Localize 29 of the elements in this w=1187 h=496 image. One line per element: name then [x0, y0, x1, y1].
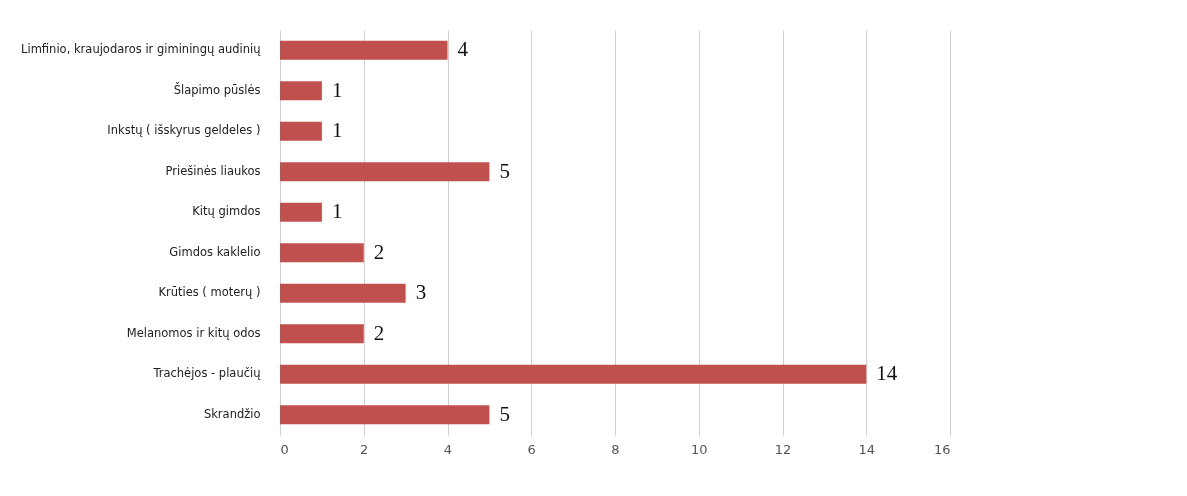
data-label: 4 [457, 37, 469, 62]
data-label: 1 [331, 199, 343, 224]
data-label: 2 [373, 239, 385, 264]
x-tick-label: 2 [360, 441, 369, 457]
data-label: 5 [499, 158, 510, 183]
data-label: 2 [373, 320, 385, 345]
data-label: 1 [331, 118, 343, 143]
data-label: 1 [331, 77, 343, 102]
y-tick-label: Gimdos kaklelio [169, 244, 261, 259]
y-tick-label: Inkstų ( išskyrus geldeles ) [107, 123, 261, 138]
y-tick-label: Melanomos ir kitų odos [126, 325, 261, 340]
x-tick-label: 14 [858, 441, 876, 457]
y-tick-label: Kitų gimdos [192, 204, 261, 219]
x-tick-label: 12 [774, 441, 792, 457]
y-tick-label: Šlapimo pūslės [173, 81, 261, 97]
y-tick-label: Priešinės liaukos [165, 163, 261, 178]
data-label: 5 [499, 401, 510, 426]
data-label: 3 [415, 280, 427, 305]
x-tick-label: 8 [611, 441, 620, 457]
x-tick-label: 4 [443, 441, 453, 457]
y-tick-label: Trachėjos - plaučių [152, 366, 262, 381]
y-tick-label: Krūties ( moterų ) [158, 285, 261, 300]
y-tick-label: Skrandžio [203, 406, 261, 421]
y-tick-label: Limfinio, kraujodaros ir giminingų audinių [21, 42, 262, 57]
x-tick-label: 6 [527, 441, 536, 457]
x-tick-label: 16 [933, 441, 951, 457]
x-tick-label: 10 [690, 441, 708, 457]
data-label: 14 [876, 361, 898, 386]
x-tick-label: 0 [280, 441, 289, 457]
